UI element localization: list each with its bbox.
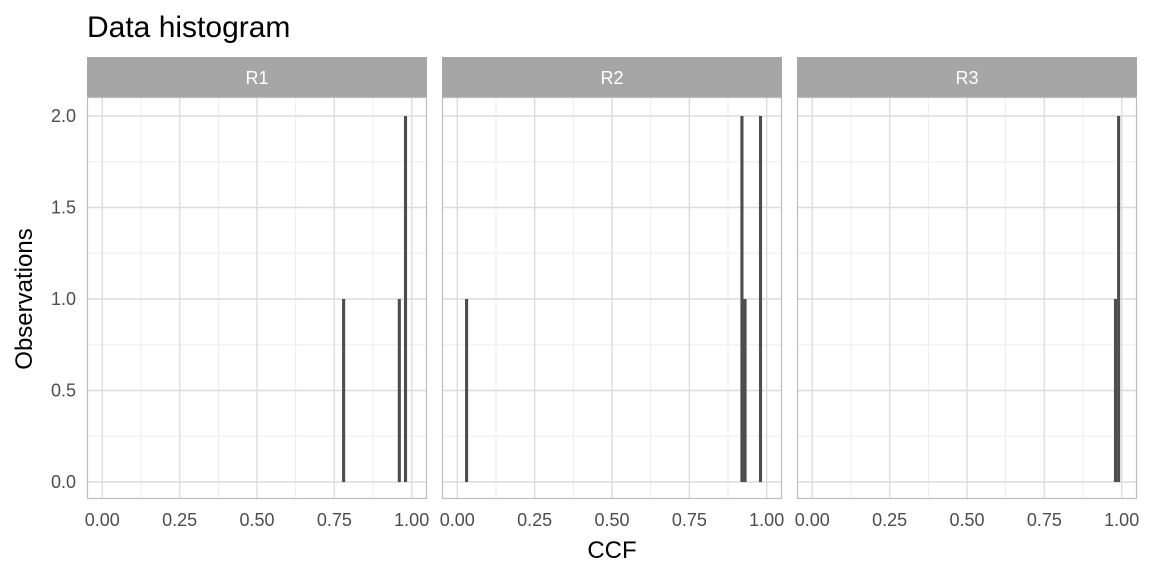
x-tick-label: 0.25 <box>872 510 907 530</box>
facet-strip <box>797 57 1137 97</box>
facet-panel-r2: R2 0.00 0.25 0.50 0.75 1.00 <box>440 57 784 530</box>
y-axis: 0.0 0.5 1.0 1.5 2.0 <box>51 106 76 492</box>
x-tick-label: 0.25 <box>517 510 552 530</box>
y-tick-label: 1.5 <box>51 198 76 218</box>
facet-strip-label: R2 <box>600 68 623 88</box>
x-tick-label: 0.25 <box>162 510 197 530</box>
y-axis-title: Observations <box>11 228 38 369</box>
x-tick-label: 0.00 <box>85 510 120 530</box>
facet-panel-r1: R1 0.00 0.25 0.50 0.75 1.00 <box>85 57 429 530</box>
histogram-bar <box>403 116 408 482</box>
histogram-bar <box>743 299 747 482</box>
histogram-bar <box>397 299 401 482</box>
histogram-bar <box>342 299 346 482</box>
panel-border <box>86 96 428 500</box>
facet-strip-label: R3 <box>955 68 978 88</box>
facet-strip <box>442 57 782 97</box>
y-tick-label: 0.0 <box>51 472 76 492</box>
panel-border <box>441 96 783 500</box>
facet-strip-label: R1 <box>245 68 268 88</box>
histogram-bar <box>740 116 744 482</box>
x-tick-label: 1.00 <box>1104 510 1139 530</box>
facet-strip <box>87 57 427 97</box>
histogram-bar <box>1117 116 1121 482</box>
x-tick-label: 1.00 <box>749 510 784 530</box>
x-tick-label: 0.75 <box>1027 510 1062 530</box>
x-tick-label: 0.75 <box>672 510 707 530</box>
x-tick-label: 0.75 <box>317 510 352 530</box>
chart-title: Data histogram <box>87 11 290 44</box>
x-tick-label: 0.50 <box>239 510 274 530</box>
y-tick-label: 0.5 <box>51 381 76 401</box>
y-tick-label: 2.0 <box>51 106 76 126</box>
x-tick-label: 0.50 <box>594 510 629 530</box>
facet-panel-r3: R3 0.00 0.25 0.50 0.75 1.00 <box>795 57 1139 530</box>
x-axis-title: CCF <box>587 537 636 564</box>
histogram-bar <box>465 299 469 482</box>
x-tick-label: 1.00 <box>394 510 429 530</box>
panel-border <box>796 96 1138 500</box>
x-tick-label: 0.50 <box>949 510 984 530</box>
facet-panels: R1 0.00 0.25 0.50 0.75 1.00 R2 0.00 0.25 0.50 0.75… <box>85 57 1139 530</box>
y-tick-label: 1.0 <box>51 289 76 309</box>
x-tick-label: 0.00 <box>440 510 475 530</box>
histogram-bar <box>1113 299 1118 482</box>
histogram-bar <box>758 116 763 482</box>
x-tick-label: 0.00 <box>795 510 830 530</box>
